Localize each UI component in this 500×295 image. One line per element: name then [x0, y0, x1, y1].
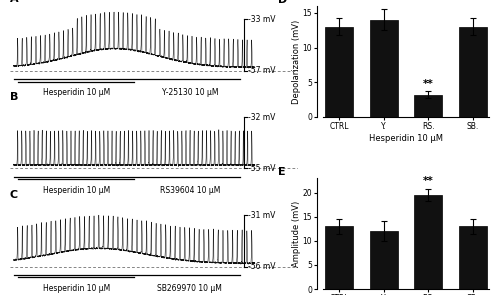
Bar	[325, 226, 353, 289]
Text: -31 mV: -31 mV	[248, 211, 275, 219]
Y-axis label: Amplitude (mV): Amplitude (mV)	[292, 200, 301, 267]
X-axis label: Hesperidin 10 μM: Hesperidin 10 μM	[369, 134, 443, 142]
Text: -57 mV: -57 mV	[248, 66, 275, 75]
Bar	[459, 27, 487, 117]
Text: -56 mV: -56 mV	[248, 262, 275, 271]
Text: -32 mV: -32 mV	[248, 113, 275, 122]
Text: Hesperidin 10 μM: Hesperidin 10 μM	[42, 88, 110, 97]
Bar	[459, 226, 487, 289]
Bar	[370, 231, 398, 289]
Bar	[414, 195, 442, 289]
Text: **: **	[423, 176, 434, 186]
Text: Hesperidin 10 μM: Hesperidin 10 μM	[42, 186, 110, 195]
Text: Y-25130 10 μM: Y-25130 10 μM	[162, 88, 218, 97]
Text: **: **	[423, 78, 434, 88]
Text: C: C	[10, 190, 18, 200]
Y-axis label: Depolarization (mV): Depolarization (mV)	[292, 19, 301, 104]
Text: Hesperidin 10 μM: Hesperidin 10 μM	[42, 284, 110, 293]
Bar	[370, 20, 398, 117]
Bar	[414, 95, 442, 117]
Text: RS39604 10 μM: RS39604 10 μM	[160, 186, 220, 195]
Text: B: B	[10, 92, 18, 102]
Text: -55 mV: -55 mV	[248, 164, 275, 173]
Text: -33 mV: -33 mV	[248, 15, 275, 24]
Text: SB269970 10 μM: SB269970 10 μM	[158, 284, 222, 293]
Bar	[325, 27, 353, 117]
Text: D: D	[278, 0, 287, 5]
Text: E: E	[278, 167, 285, 177]
Text: A: A	[10, 0, 18, 4]
